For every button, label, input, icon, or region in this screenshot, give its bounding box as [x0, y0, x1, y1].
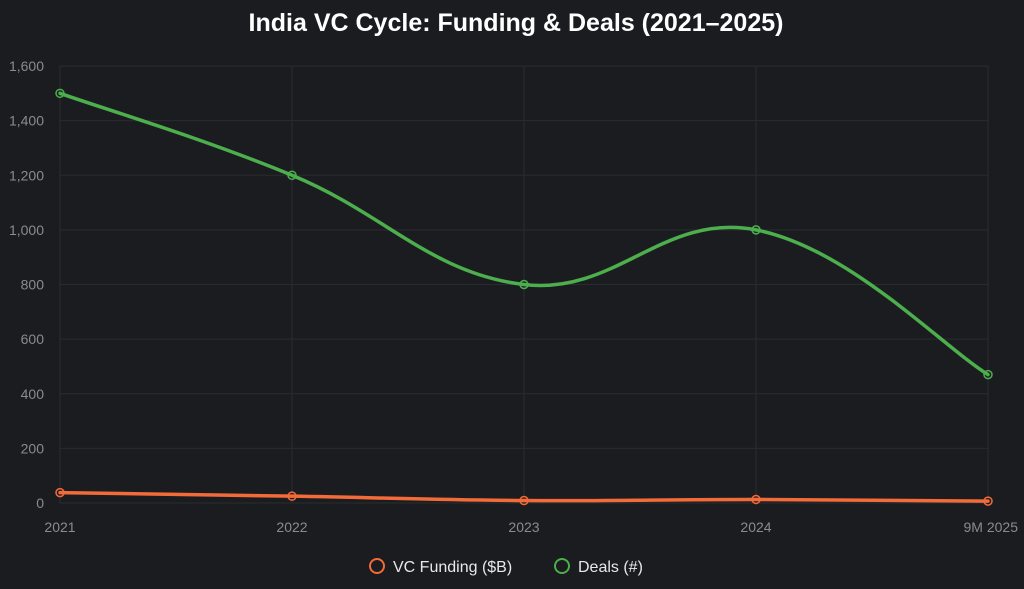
legend-marker-icon — [554, 558, 570, 574]
x-axis: 2021 2022 2023 2024 9M 2025 — [44, 519, 1018, 535]
y-tick-label: 600 — [21, 331, 45, 347]
legend-label: VC Funding ($B) — [393, 559, 512, 576]
data-point-vc-funding-b[interactable] — [287, 491, 297, 501]
data-point-deals[interactable] — [55, 88, 65, 99]
x-tick-label: 2024 — [740, 519, 771, 535]
data-point-deals[interactable] — [983, 369, 993, 380]
x-tick-label: 9M 2025 — [964, 519, 1019, 535]
data-point-vc-funding-b[interactable] — [519, 495, 529, 506]
legend[interactable]: VC Funding ($B) Deals (#) — [369, 558, 643, 576]
y-tick-label: 200 — [21, 440, 45, 456]
y-tick-label: 800 — [21, 277, 45, 293]
series-line-vc-funding-b — [58, 490, 990, 503]
legend-marker-icon — [369, 558, 385, 574]
y-tick-label: 1,000 — [9, 222, 44, 238]
y-tick-label: 0 — [36, 495, 44, 511]
legend-label: Deals (#) — [578, 559, 643, 576]
data-point-vc-funding-b[interactable] — [751, 494, 761, 505]
series-line-deals — [58, 91, 990, 377]
series-layer — [55, 88, 993, 506]
data-point-deals[interactable] — [287, 170, 297, 180]
data-point-deals[interactable] — [519, 279, 529, 290]
x-tick-label: 2023 — [508, 519, 539, 535]
legend-item-vc-funding-b[interactable]: VC Funding ($B) — [369, 558, 512, 576]
data-point-vc-funding-b[interactable] — [55, 487, 65, 498]
data-point-vc-funding-b[interactable] — [983, 496, 993, 506]
y-tick-label: 1,600 — [9, 58, 44, 74]
y-tick-label: 400 — [21, 386, 45, 402]
data-point-deals[interactable] — [751, 225, 761, 235]
x-tick-label: 2022 — [276, 519, 307, 535]
chart-title: India VC Cycle: Funding & Deals (2021–20… — [249, 9, 784, 37]
y-axis: 0 200 400 600 800 1,000 1,200 1,400 1,600 — [9, 58, 44, 511]
x-tick-label: 2021 — [44, 519, 75, 535]
y-tick-label: 1,200 — [9, 167, 44, 183]
y-tick-label: 1,400 — [9, 113, 44, 129]
legend-item-deals[interactable]: Deals (#) — [554, 558, 643, 576]
